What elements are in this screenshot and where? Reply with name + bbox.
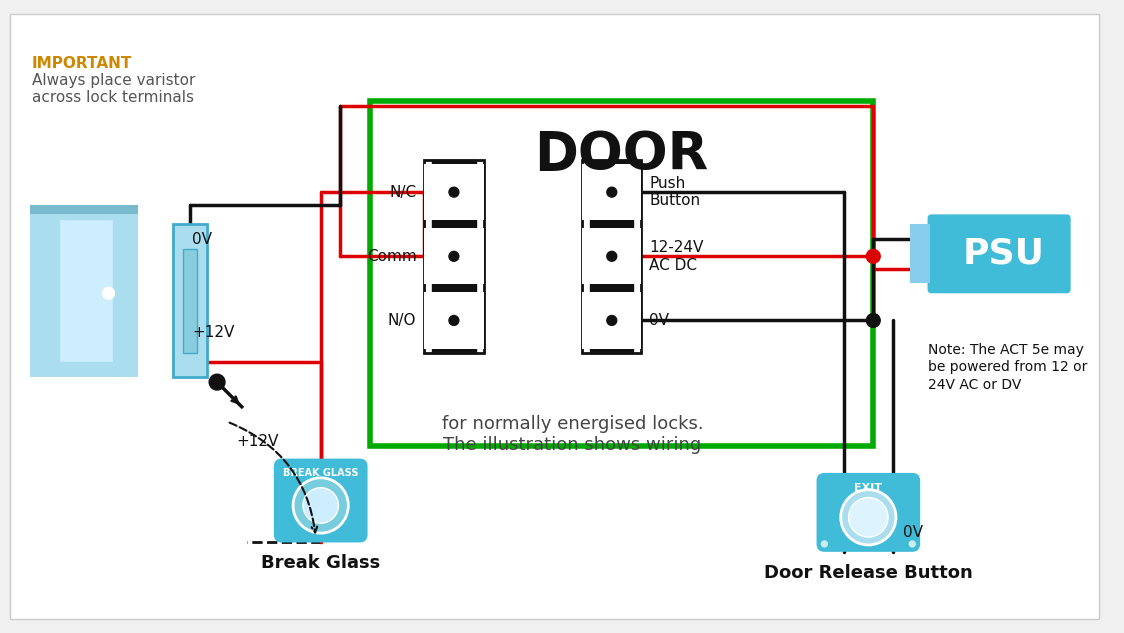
Bar (590, 160, 634, 353)
Text: N/O: N/O (388, 313, 416, 328)
Text: Break Glass: Break Glass (261, 555, 380, 572)
Text: EXIT: EXIT (854, 483, 882, 492)
Circle shape (445, 184, 463, 201)
Text: Comm: Comm (366, 249, 416, 264)
Circle shape (448, 251, 459, 261)
Circle shape (822, 541, 827, 547)
Bar (582, 292, 642, 349)
Text: N/C: N/C (389, 185, 416, 199)
Text: DOOR: DOOR (535, 129, 709, 181)
Bar (582, 164, 642, 220)
Bar (424, 292, 483, 349)
Circle shape (849, 498, 888, 537)
Circle shape (602, 184, 620, 201)
Bar (424, 228, 483, 284)
Bar (29, 204, 138, 377)
Bar (182, 249, 198, 353)
Text: 0V: 0V (903, 525, 923, 539)
Text: +12V: +12V (237, 434, 279, 449)
Text: Door Release Button: Door Release Button (764, 563, 972, 582)
Text: across lock terminals: across lock terminals (31, 90, 193, 105)
Bar (582, 228, 642, 284)
FancyBboxPatch shape (816, 473, 921, 552)
Circle shape (303, 487, 338, 523)
Circle shape (445, 311, 463, 329)
Circle shape (867, 313, 880, 327)
Bar (370, 101, 873, 446)
Text: IMPORTANT: IMPORTANT (31, 56, 132, 72)
Bar (909, 224, 930, 284)
Circle shape (356, 532, 363, 537)
Text: 12-24V
AC DC: 12-24V AC DC (650, 240, 704, 273)
Circle shape (909, 541, 915, 547)
Bar (433, 160, 475, 353)
Circle shape (607, 315, 617, 325)
Text: BREAK GLASS: BREAK GLASS (283, 468, 359, 478)
Bar (29, 204, 138, 215)
Text: Always place varistor: Always place varistor (31, 73, 194, 88)
Circle shape (607, 251, 617, 261)
Bar (424, 164, 483, 220)
Text: 24V AC or DV: 24V AC or DV (927, 378, 1021, 392)
Text: Push
Button: Push Button (650, 176, 700, 208)
Circle shape (841, 490, 896, 545)
Text: for normally energised locks.: for normally energised locks. (442, 415, 704, 433)
Text: +12V: +12V (192, 325, 235, 341)
Circle shape (445, 248, 463, 265)
Text: The illustration shows wiring: The illustration shows wiring (443, 436, 701, 454)
Circle shape (209, 374, 225, 390)
Text: 0V: 0V (650, 313, 669, 328)
Circle shape (607, 187, 617, 197)
Bar (173, 224, 207, 377)
Text: PSU: PSU (963, 237, 1045, 271)
Text: be powered from 12 or: be powered from 12 or (927, 360, 1087, 374)
Circle shape (602, 311, 620, 329)
Bar (582, 160, 642, 353)
Circle shape (867, 249, 880, 263)
Circle shape (102, 287, 115, 299)
Circle shape (279, 532, 284, 537)
Circle shape (293, 478, 348, 533)
FancyBboxPatch shape (274, 458, 368, 542)
Circle shape (448, 187, 459, 197)
Bar (60, 219, 114, 362)
FancyBboxPatch shape (927, 215, 1071, 293)
Circle shape (448, 315, 459, 325)
Text: Note: The ACT 5e may: Note: The ACT 5e may (927, 342, 1084, 356)
Text: 0V: 0V (192, 232, 212, 246)
Bar (424, 160, 483, 353)
Circle shape (602, 248, 620, 265)
